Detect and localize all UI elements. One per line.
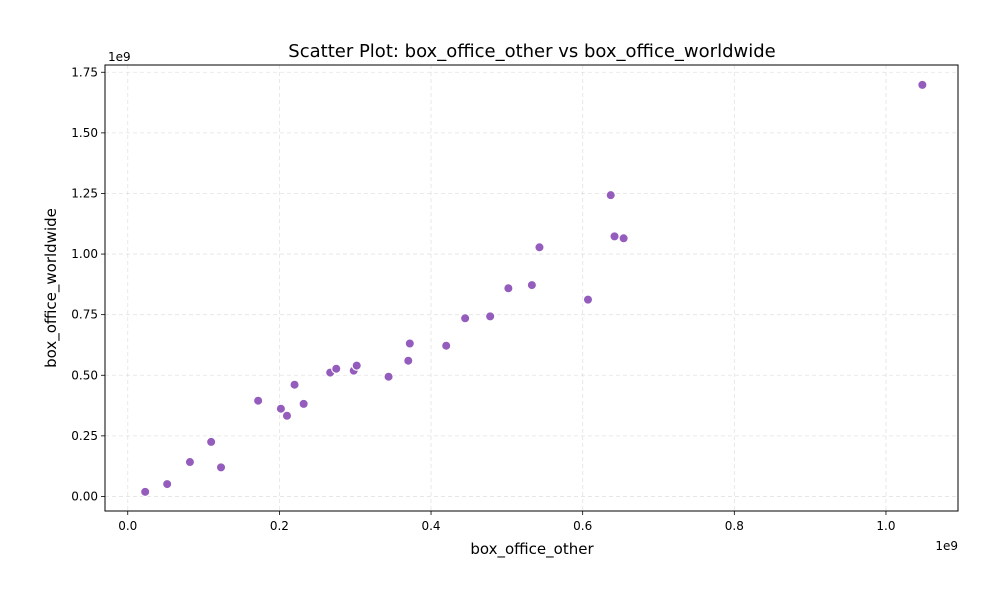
x-axis-label: box_office_other bbox=[470, 540, 594, 559]
y-tick-label: 0.75 bbox=[71, 308, 98, 322]
scatter-point bbox=[252, 395, 264, 406]
scatter-point bbox=[184, 456, 196, 468]
scatter-point bbox=[215, 462, 227, 473]
x-axis-ticks: 0.0 0.2 0.4 0.6 0.8 1.0 bbox=[118, 511, 896, 533]
scatter-point bbox=[618, 233, 629, 244]
scatter-point bbox=[526, 279, 538, 291]
scatter-point bbox=[298, 398, 309, 410]
x-tick-label: 0.8 bbox=[725, 519, 744, 533]
x-tick-label: 0.6 bbox=[573, 519, 592, 533]
x-axis-offset-label: 1e9 bbox=[935, 539, 958, 553]
x-tick-label: 1.0 bbox=[876, 519, 895, 533]
scatter-point bbox=[404, 338, 416, 349]
y-tick-label: 1.75 bbox=[71, 65, 98, 79]
scatter-point bbox=[331, 363, 342, 374]
scatter-point bbox=[459, 313, 471, 324]
grid bbox=[105, 65, 958, 511]
y-axis-label: box_office_worldwide bbox=[42, 208, 61, 368]
y-axis-ticks: 0.00 0.25 0.50 0.75 1.00 1.25 1.50 1.75 bbox=[71, 65, 105, 503]
scatter-point bbox=[205, 436, 217, 448]
plot-frame bbox=[104, 64, 959, 512]
scatter-point bbox=[917, 79, 928, 91]
scatter-point bbox=[383, 371, 394, 382]
y-tick-label: 0.00 bbox=[71, 489, 98, 503]
y-tick-label: 1.50 bbox=[71, 126, 98, 140]
scatter-point bbox=[484, 311, 496, 322]
scatter-point bbox=[582, 294, 594, 305]
y-tick-label: 1.00 bbox=[71, 247, 98, 261]
y-tick-label: 1.25 bbox=[71, 186, 98, 200]
x-tick-label: 0.4 bbox=[421, 519, 440, 533]
y-tick-label: 0.25 bbox=[71, 429, 98, 443]
data-points bbox=[139, 79, 928, 498]
scatter-point bbox=[441, 340, 452, 351]
scatter-point bbox=[139, 486, 151, 498]
scatter-point bbox=[403, 355, 414, 366]
scatter-point bbox=[534, 242, 545, 253]
x-tick-label: 0.0 bbox=[118, 519, 137, 533]
chart-title: Scatter Plot: box_office_other vs box_of… bbox=[288, 41, 775, 62]
scatter-point bbox=[351, 360, 362, 371]
scatter-point bbox=[605, 189, 616, 201]
x-tick-label: 0.2 bbox=[270, 519, 289, 533]
scatter-point bbox=[281, 410, 293, 421]
scatter-point bbox=[609, 231, 620, 242]
scatter-point bbox=[503, 283, 514, 294]
scatter-point bbox=[161, 478, 173, 490]
y-axis-offset-label: 1e9 bbox=[108, 50, 131, 64]
y-tick-label: 0.50 bbox=[71, 368, 98, 382]
scatter-point bbox=[275, 403, 287, 414]
scatter-point bbox=[289, 379, 300, 390]
